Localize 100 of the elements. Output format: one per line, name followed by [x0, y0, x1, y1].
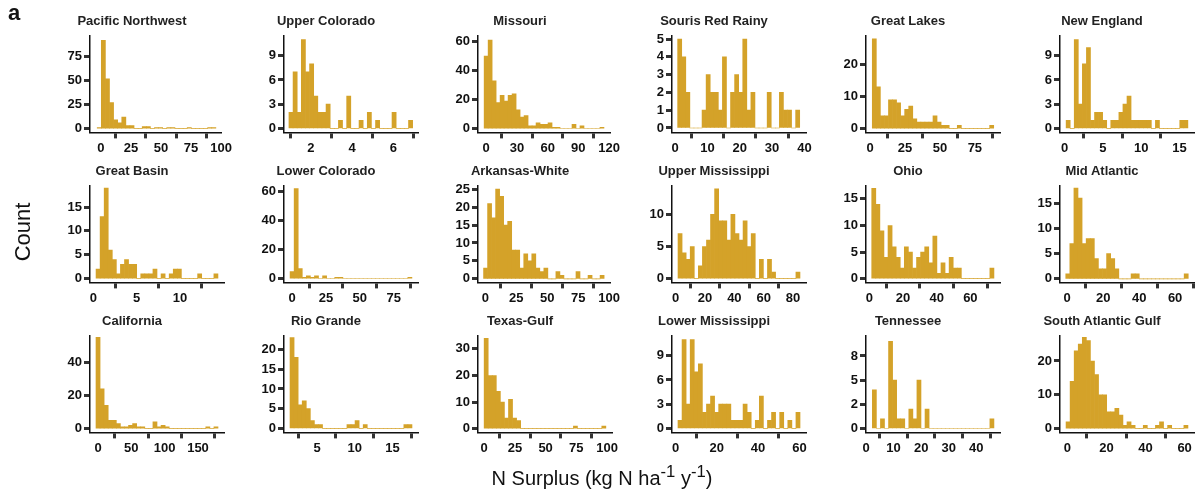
x-tick-label: 20 — [1095, 289, 1111, 305]
chart-title: California — [102, 313, 163, 329]
y-tick-label: 5 — [850, 243, 858, 259]
text: a — [8, 0, 21, 26]
x-tick-label: 25 — [897, 139, 913, 155]
x-tick-label: 4 — [348, 139, 357, 155]
x-tick-label: 0 — [671, 439, 680, 455]
x-tick-label: 20 — [709, 439, 725, 455]
x-tick-label: 25 — [123, 139, 139, 155]
y-tick-label: 2 — [656, 84, 664, 100]
x-tick-label: 6 — [389, 139, 397, 155]
x-tick-label: 50 — [540, 289, 555, 305]
y-tick-label: 5 — [462, 252, 470, 268]
x-tick-label: 50 — [538, 439, 553, 455]
y-tick-label: 15 — [843, 190, 858, 206]
y-tick-label: 40 — [455, 62, 470, 78]
y-tick-label: 40 — [67, 353, 82, 369]
x-tick-label: 20 — [913, 439, 929, 455]
x-tick-label: 0 — [1063, 439, 1072, 455]
y-tick-label: 0 — [74, 420, 82, 436]
x-tick-label: 40 — [969, 439, 984, 455]
y-tick-label: 0 — [656, 119, 664, 135]
x-tick-label: 150 — [187, 439, 209, 455]
y-tick-label: 0 — [74, 120, 82, 136]
x-tick-label: 0 — [89, 289, 98, 305]
y-tick-label: 0 — [850, 120, 858, 136]
y-tick-label: 10 — [261, 380, 276, 396]
y-tick-label: 10 — [649, 206, 664, 222]
y-tick-label: 2 — [850, 395, 858, 411]
x-tick-label: 20 — [732, 139, 748, 155]
x-tick-label: 25 — [509, 289, 524, 305]
x-tick-label: 0 — [862, 439, 870, 455]
x-tick-label: 75 — [386, 289, 401, 305]
y-tick-label: 10 — [67, 222, 82, 238]
x-tick-label: 75 — [967, 139, 983, 155]
x-tick-label: 0 — [97, 139, 105, 155]
y-tick-label: 5 — [74, 246, 82, 262]
y-tick-label: 0 — [462, 270, 470, 286]
chart-title: Rio Grande — [290, 313, 362, 329]
y-tick-label: 20 — [261, 241, 276, 257]
x-tick-label: 40 — [1131, 289, 1147, 305]
x-tick-label: 5 — [133, 289, 141, 305]
x-tick-label: 2 — [307, 139, 315, 155]
y-tick-label: 30 — [455, 340, 470, 356]
chart-title: Lower Colorado — [276, 163, 376, 179]
chart-title: Arkansas-White — [470, 163, 570, 179]
x-tick-label: 10 — [700, 139, 715, 155]
chart-title: Souris Red Rainy — [660, 13, 769, 29]
x-tick-label: 60 — [792, 439, 807, 455]
x-tick-label: 25 — [318, 289, 334, 305]
y-tick-label: 0 — [462, 120, 470, 136]
y-tick-label: 5 — [850, 371, 858, 387]
x-tick-label: 100 — [598, 289, 620, 305]
y-tick-label: 20 — [261, 341, 276, 357]
y-tick-label: 0 — [850, 270, 858, 286]
y-tick-label: 40 — [261, 212, 276, 228]
chart-title: Lower Mississippi — [658, 313, 770, 329]
y-tick-label: 0 — [462, 420, 470, 436]
y-tick-label: 9 — [1044, 47, 1052, 63]
y-tick-label: 0 — [1044, 119, 1052, 135]
y-tick-label: 10 — [1037, 220, 1052, 236]
chart-title: Great Lakes — [870, 13, 946, 29]
y-tick-label: 3 — [1044, 95, 1052, 111]
x-tick-label: 40 — [1138, 439, 1153, 455]
y-tick-label: 15 — [67, 198, 82, 214]
y-tick-label: 4 — [656, 48, 665, 64]
y-tick-label: 75 — [67, 48, 82, 64]
x-tick-label: 0 — [480, 439, 488, 455]
x-tick-label: 0 — [482, 139, 490, 155]
y-tick-label: 25 — [67, 96, 82, 112]
x-tick-label: 100 — [596, 439, 618, 455]
y-tick-label: 0 — [1044, 270, 1052, 286]
x-tick-label: 30 — [764, 139, 780, 155]
x-tick-label: 80 — [785, 289, 801, 305]
x-tick-label: 0 — [865, 289, 873, 305]
y-axis-title: Count — [10, 201, 36, 264]
x-tick-label: 50 — [153, 139, 169, 155]
y-tick-label: 10 — [455, 234, 470, 250]
x-tick-label: 0 — [1063, 289, 1071, 305]
y-tick-label: 50 — [67, 72, 82, 88]
y-tick-label: 10 — [1037, 386, 1052, 402]
y-tick-label: 6 — [268, 71, 276, 87]
chart-title: Pacific Northwest — [77, 13, 188, 29]
y-tick-label: 15 — [455, 216, 470, 232]
y-tick-label: 0 — [74, 270, 82, 286]
x-tick-label: 0 — [1060, 139, 1069, 155]
x-tick-label: 75 — [570, 289, 586, 305]
y-tick-label: 9 — [268, 47, 276, 63]
x-tick-label: 0 — [672, 289, 680, 305]
y-tick-label: 6 — [1044, 71, 1052, 87]
y-tick-label: 60 — [261, 183, 276, 198]
x-tick-label: 20 — [895, 289, 911, 305]
x-tick-label: 15 — [1172, 139, 1187, 155]
y-tick-label: 25 — [455, 180, 470, 196]
chart-title: Missouri — [493, 13, 547, 29]
y-tick-label: 9 — [656, 347, 664, 363]
y-tick-label: 0 — [268, 119, 276, 135]
y-tick-label: 0 — [268, 420, 276, 436]
y-tick-label: 5 — [268, 400, 276, 416]
y-tick-label: 0 — [656, 270, 664, 286]
